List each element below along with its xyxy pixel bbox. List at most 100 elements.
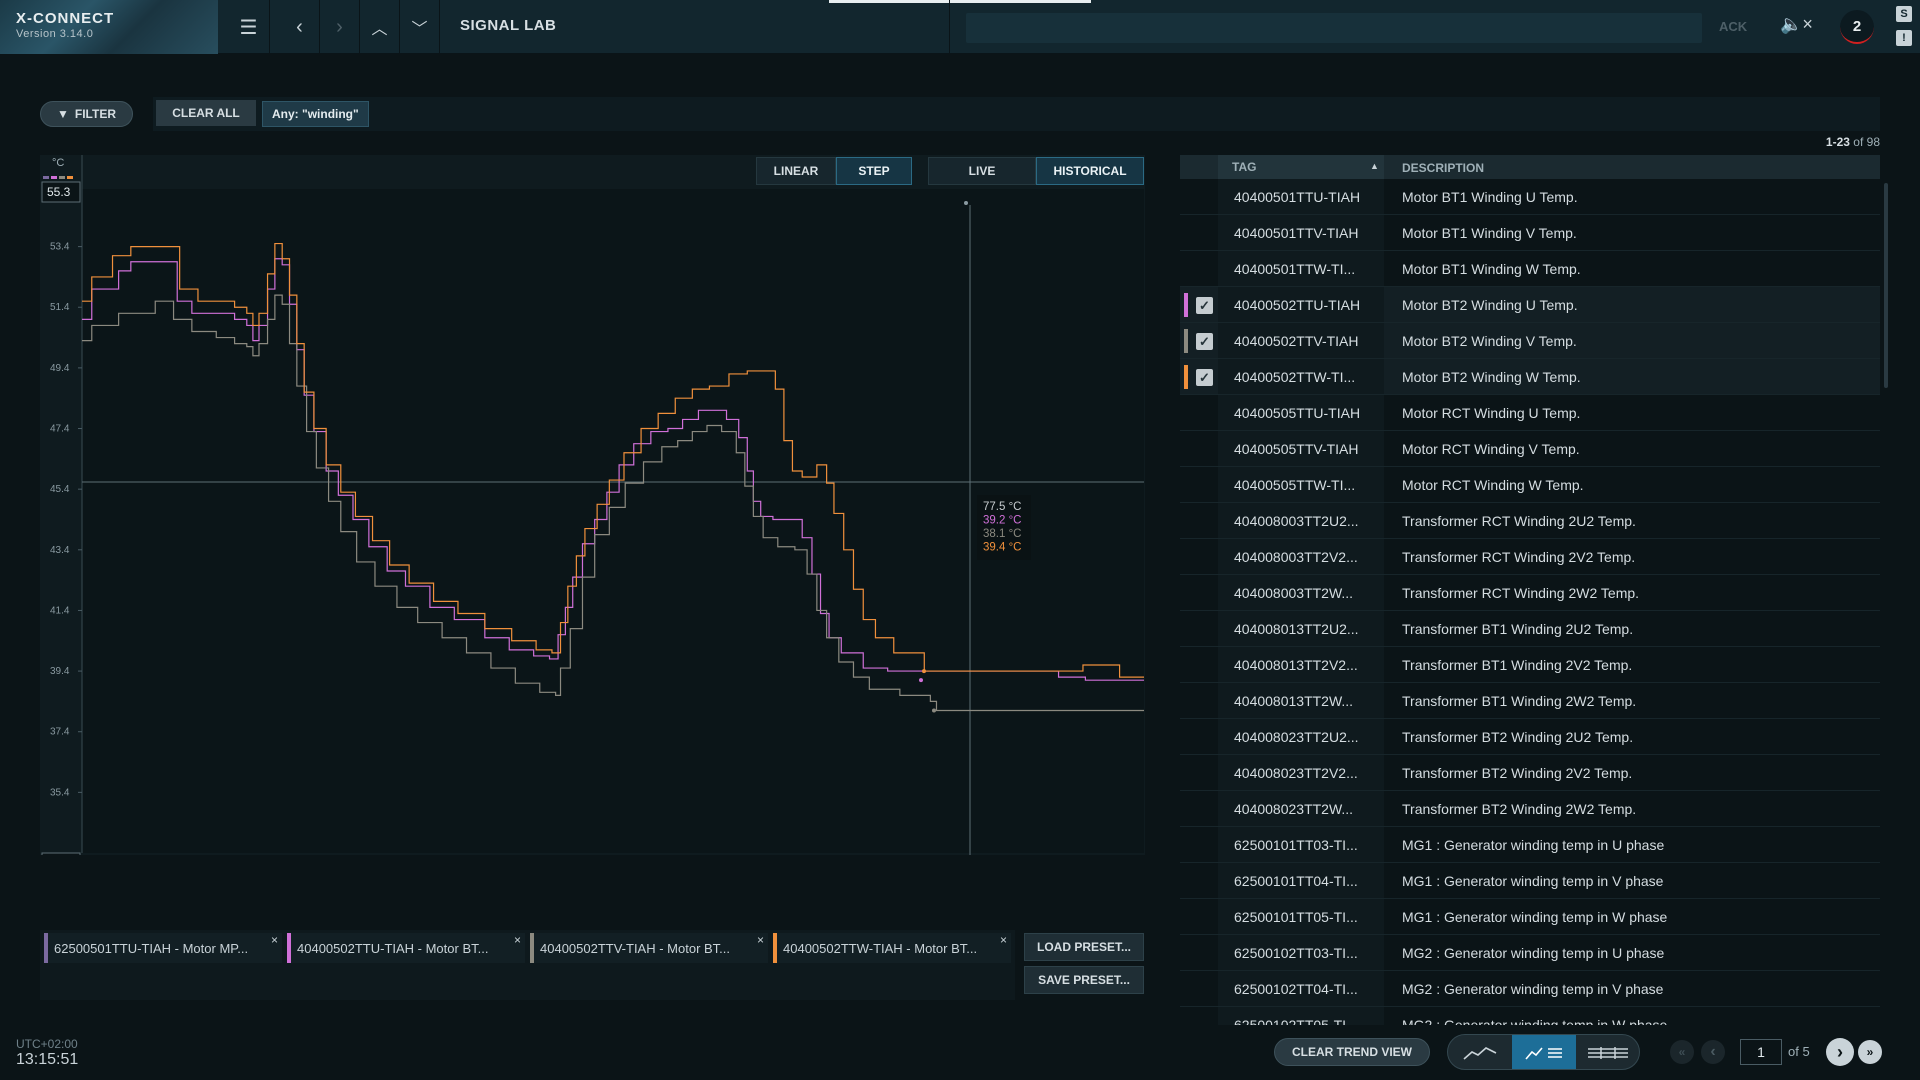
historical-mode-button[interactable]: HISTORICAL (1036, 157, 1144, 185)
status-badge-s[interactable]: S (1896, 6, 1912, 22)
legend-tab[interactable]: 62500501TTU-TIAH - Motor MP... × (44, 933, 282, 963)
list-only-view-icon[interactable] (1576, 1035, 1639, 1069)
close-icon[interactable]: × (270, 933, 278, 947)
table-row[interactable]: 404008003TT2V2... Transformer RCT Winding… (1180, 539, 1880, 575)
back-icon[interactable]: ‹ (280, 0, 320, 54)
tag-cell (1218, 899, 1384, 934)
trend-only-view-icon[interactable] (1448, 1035, 1512, 1069)
y-tick-label: 41.4 (50, 605, 70, 616)
speaker-mute-icon[interactable]: 🔈× (1780, 14, 1813, 34)
table-row[interactable]: ✓ 40400502TTV-TIAH Motor BT2 Winding V Tem… (1180, 323, 1880, 359)
page-title: SIGNAL LAB (460, 17, 557, 34)
table-row[interactable]: 404008003TT2W... Transformer RCT Winding … (1180, 575, 1880, 611)
next-page-button[interactable]: › (1826, 1038, 1854, 1066)
row-tag: 404008013TT2U2... (1234, 621, 1359, 637)
linear-mode-button[interactable]: LINEAR (756, 157, 836, 185)
chevron-up-icon[interactable]: ︿ (360, 0, 400, 54)
table-row[interactable]: 404008013TT2V2... Transformer BT1 Winding… (1180, 647, 1880, 683)
description-column-header[interactable]: DESCRIPTION (1402, 161, 1485, 175)
table-row[interactable]: 404008023TT2V2... Transformer BT2 Winding… (1180, 755, 1880, 791)
row-description: Transformer RCT Winding 2V2 Temp. (1402, 549, 1636, 565)
signal-table: TAG ▲ DESCRIPTION 40400501TTU-TIAH Motor … (1180, 155, 1880, 1025)
load-preset-button[interactable]: LOAD PRESET... (1024, 933, 1144, 961)
tooltip-value: 39.4 °C (983, 542, 1021, 554)
save-preset-button[interactable]: SAVE PRESET... (1024, 966, 1144, 994)
row-tag: 62500102TT05-TI... (1234, 1017, 1358, 1025)
series-swatch (51, 176, 57, 179)
table-row[interactable]: 404008023TT2U2... Transformer BT2 Winding… (1180, 719, 1880, 755)
table-row[interactable]: 404008023TT2W... Transformer BT2 Winding … (1180, 791, 1880, 827)
alert-icon[interactable]: ! (1896, 30, 1912, 46)
tag-column-header[interactable]: TAG (1218, 155, 1384, 179)
row-checkbox[interactable]: ✓ (1196, 297, 1213, 314)
table-scrollbar[interactable] (1884, 183, 1888, 388)
page-number-input[interactable] (1740, 1039, 1782, 1065)
table-row[interactable]: 62500101TT04-TI... MG1 : Generator windin… (1180, 863, 1880, 899)
table-row[interactable]: 40400501TTV-TIAH Motor BT1 Winding V Temp… (1180, 215, 1880, 251)
forward-icon[interactable]: › (320, 0, 360, 54)
chevron-down-icon[interactable]: ﹀ (400, 0, 440, 54)
table-row[interactable]: 62500102TT04-TI... MG2 : Generator windin… (1180, 971, 1880, 1007)
close-icon[interactable]: × (756, 933, 764, 947)
chart-canvas[interactable]: 53.4 51.4 49.4 47.4 45.4 43.4 41.4 39.4 37.4 35.4… (40, 155, 1145, 855)
legend-tab[interactable]: 40400502TTW-TIAH - Motor BT... × (773, 933, 1011, 963)
table-row[interactable]: 404008013TT2U2... Transformer BT1 Winding… (1180, 611, 1880, 647)
row-description: Transformer BT1 Winding 2V2 Temp. (1402, 657, 1633, 673)
y-tick-label: 45.4 (50, 484, 70, 495)
clear-all-button[interactable]: CLEAR ALL (156, 100, 256, 126)
app-version: Version 3.14.0 (16, 28, 94, 40)
row-checkbox[interactable]: ✓ (1196, 369, 1213, 386)
row-description: Transformer BT2 Winding 2W2 Temp. (1402, 801, 1637, 817)
table-row[interactable]: 62500102TT05-TI... MG2 : Generator windin… (1180, 1007, 1880, 1025)
trend-and-list-view-icon[interactable] (1512, 1035, 1576, 1069)
row-checkbox[interactable]: ✓ (1196, 333, 1213, 350)
close-icon[interactable]: × (999, 933, 1007, 947)
ack-button[interactable]: ACK (1719, 19, 1748, 34)
table-row[interactable]: 40400505TTV-TIAH Motor RCT Winding V Temp… (1180, 431, 1880, 467)
table-row[interactable]: 62500102TT03-TI... MG2 : Generator windin… (1180, 935, 1880, 971)
close-icon[interactable]: × (513, 933, 521, 947)
live-mode-button[interactable]: LIVE (928, 157, 1036, 185)
menu-icon[interactable]: ☰ (228, 0, 270, 54)
last-page-button[interactable]: » (1858, 1040, 1882, 1064)
row-description: Motor BT1 Winding U Temp. (1402, 189, 1578, 205)
series-endpoint (922, 669, 926, 674)
row-description: MG1 : Generator winding temp in W phase (1402, 909, 1668, 925)
step-mode-button[interactable]: STEP (836, 157, 912, 185)
legend-tab[interactable]: 40400502TTU-TIAH - Motor BT... × (287, 933, 525, 963)
y-min-box[interactable] (41, 852, 81, 855)
row-tag: 404008003TT2W... (1234, 585, 1354, 601)
row-description: Motor BT1 Winding V Temp. (1402, 225, 1577, 241)
y-max-box[interactable] (41, 181, 81, 203)
table-row[interactable]: 62500101TT03-TI... MG1 : Generator windin… (1180, 827, 1880, 863)
table-row[interactable]: 40400501TTW-TI... Motor BT1 Winding W Tem… (1180, 251, 1880, 287)
tag-cell (1218, 359, 1384, 394)
plot-area[interactable] (82, 189, 1144, 853)
first-page-button[interactable]: « (1670, 1040, 1694, 1064)
trend-chart[interactable]: 53.4 51.4 49.4 47.4 45.4 43.4 41.4 39.4 37.4 35.4… (40, 155, 1145, 855)
filter-button[interactable]: ▼ FILTER (40, 101, 133, 127)
table-row[interactable]: 40400505TTW-TI... Motor RCT Winding W Tem… (1180, 467, 1880, 503)
tag-cell (1218, 1007, 1384, 1025)
table-row[interactable]: 404008003TT2U2... Transformer RCT Winding… (1180, 503, 1880, 539)
filter-chip[interactable]: Any: "winding" (262, 101, 369, 127)
brand-logo: X-CONNECT Version 3.14.0 (0, 0, 218, 54)
row-tag: 40400502TTV-TIAH (1234, 333, 1359, 349)
legend-tab[interactable]: 40400502TTV-TIAH - Motor BT... × (530, 933, 768, 963)
previous-page-button[interactable]: ‹ (1701, 1040, 1725, 1064)
legend-tab-label: 40400502TTU-TIAH - Motor BT... (297, 940, 489, 956)
sort-ascending-icon[interactable]: ▲ (1370, 161, 1379, 171)
row-tag: 404008023TT2W... (1234, 801, 1354, 817)
clear-trend-view-button[interactable]: CLEAR TREND VIEW (1274, 1038, 1430, 1066)
row-description: MG2 : Generator winding temp in U phase (1402, 945, 1665, 961)
alarm-count-badge[interactable]: 2 (1840, 10, 1874, 44)
series-color-marker (1184, 293, 1188, 317)
table-row[interactable]: 62500101TT05-TI... MG1 : Generator windin… (1180, 899, 1880, 935)
alarm-message-field[interactable] (966, 13, 1702, 43)
table-row[interactable]: ✓ 40400502TTU-TIAH Motor BT2 Winding U Tem… (1180, 287, 1880, 323)
table-row[interactable]: ✓ 40400502TTW-TI... Motor BT2 Winding W Te… (1180, 359, 1880, 395)
table-row[interactable]: 40400505TTU-TIAH Motor RCT Winding U Temp… (1180, 395, 1880, 431)
table-row[interactable]: 40400501TTU-TIAH Motor BT1 Winding U Temp… (1180, 179, 1880, 215)
table-row[interactable]: 404008013TT2W... Transformer BT1 Winding … (1180, 683, 1880, 719)
filter-button-label: FILTER (74, 107, 116, 121)
